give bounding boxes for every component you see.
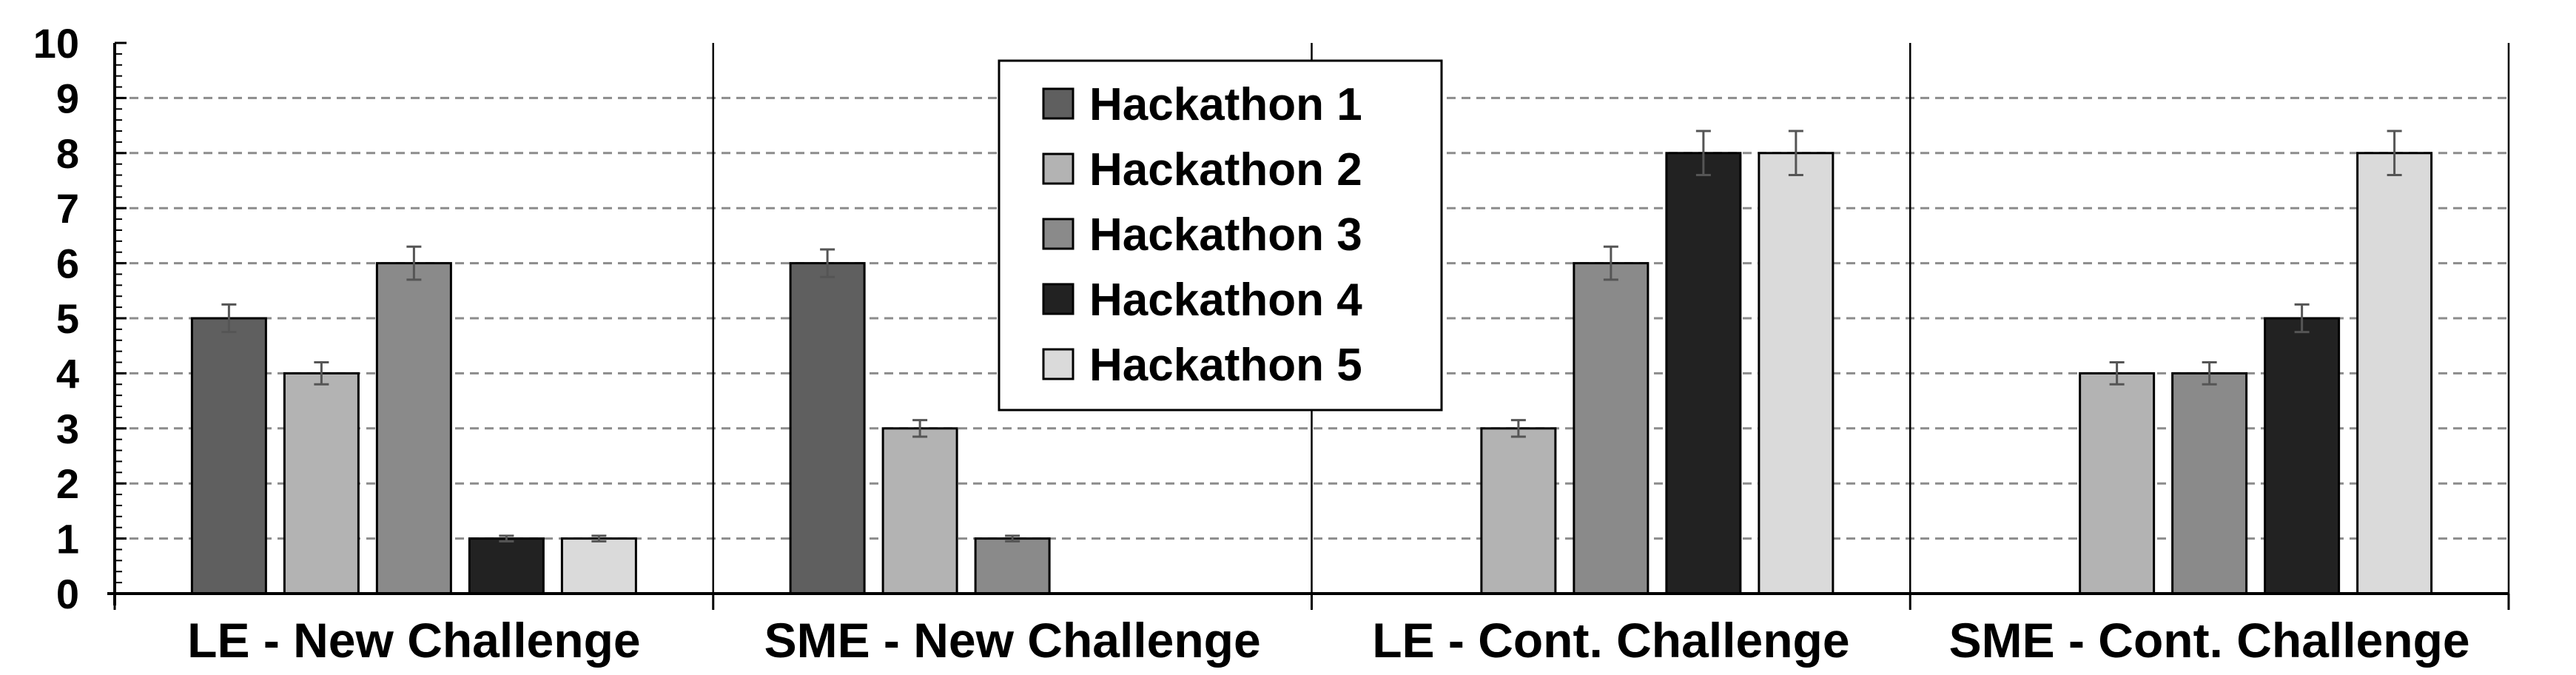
legend-item: Hackathon 4 [1042, 275, 1362, 326]
error-bar [2109, 361, 2125, 386]
bar-hackathon-1-cat1 [190, 317, 267, 595]
bar-hackathon-2-cat1 [283, 372, 360, 595]
legend-item: Hackathon 1 [1042, 79, 1362, 130]
legend-item: Hackathon 2 [1042, 144, 1362, 195]
legend-label: Hackathon 4 [1089, 275, 1362, 326]
bar-hackathon-2-cat2 [881, 427, 958, 595]
legend-label: Hackathon 1 [1089, 79, 1362, 130]
error-bar [221, 303, 237, 334]
error-bar [2294, 303, 2310, 334]
error-bar [1788, 130, 1803, 177]
error-bar [1510, 419, 1526, 438]
category-label: SME - New Challenge [764, 613, 1261, 668]
legend: Hackathon 1 Hackathon 2 Hackathon 3 Hackath… [998, 59, 1443, 412]
error-bar [912, 419, 928, 438]
y-tick-label: 1 [56, 516, 79, 562]
y-tick-label: 6 [56, 241, 79, 287]
y-tick-label: 3 [56, 406, 79, 452]
legend-label: Hackathon 2 [1089, 144, 1362, 195]
bar-hackathon-1-cat2 [789, 262, 866, 595]
error-bar [499, 534, 514, 543]
axes [107, 41, 2510, 610]
legend-swatch [1042, 348, 1075, 380]
bar-hackathon-2-cat3 [1480, 427, 1557, 595]
legend-swatch [1042, 218, 1075, 250]
y-tick-label: 4 [56, 350, 79, 397]
y-tick-label: 9 [56, 75, 79, 121]
category-label: SME - Cont. Challenge [1949, 613, 2470, 668]
x-axis-category-labels: LE - New Challenge SME - New Challenge LE … [187, 613, 2469, 668]
legend-swatch [1042, 87, 1075, 120]
error-bar [820, 248, 835, 278]
bar-hackathon-3-cat3 [1573, 262, 1649, 595]
error-bar [591, 534, 607, 543]
y-tick-label: 7 [56, 185, 79, 232]
category-label: LE - New Challenge [187, 613, 640, 668]
y-axis-ticks: 0 1 2 3 4 5 6 7 8 9 10 [33, 20, 79, 617]
bar-hackathon-3-cat1 [375, 262, 452, 595]
legend-item: Hackathon 5 [1042, 340, 1362, 391]
legend-label: Hackathon 3 [1089, 209, 1362, 261]
error-bar [1005, 534, 1020, 543]
legend-swatch [1042, 152, 1075, 185]
error-bar [406, 245, 422, 281]
bar-hackathon-4-cat3 [1665, 152, 1742, 595]
bar-hackathon-3-cat4 [2171, 372, 2248, 595]
bar-hackathon-4-cat1 [468, 537, 545, 595]
category-label: LE - Cont. Challenge [1372, 613, 1849, 668]
legend-item: Hackathon 3 [1042, 209, 1362, 261]
error-bar [2387, 130, 2402, 177]
bar-hackathon-3-cat2 [974, 537, 1051, 595]
bar-hackathon-5-cat3 [1758, 152, 1835, 595]
error-bar [1695, 130, 1711, 177]
y-tick-label: 0 [56, 571, 79, 617]
bar-hackathon-2-cat4 [2079, 372, 2156, 595]
legend-swatch [1042, 283, 1075, 315]
y-tick-label: 8 [56, 130, 79, 177]
bar-hackathon-5-cat1 [560, 537, 637, 595]
bar-hackathon-5-cat4 [2356, 152, 2433, 595]
error-bar [2202, 361, 2217, 386]
y-tick-label: 10 [33, 20, 79, 67]
bar-hackathon-4-cat4 [2264, 317, 2341, 595]
y-tick-label: 2 [56, 460, 79, 507]
y-tick-label: 5 [56, 295, 79, 342]
error-bar [314, 361, 329, 386]
legend-label: Hackathon 5 [1089, 340, 1362, 391]
error-bar [1603, 245, 1618, 281]
